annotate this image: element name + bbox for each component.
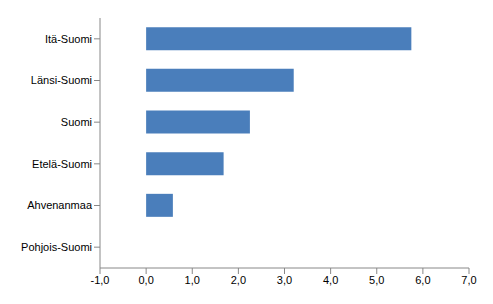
svg-text:5,0: 5,0: [369, 274, 384, 286]
svg-text:Itä-Suomi: Itä-Suomi: [45, 33, 92, 45]
svg-text:6,0: 6,0: [415, 274, 430, 286]
svg-text:Ahvenanmaa: Ahvenanmaa: [27, 199, 93, 211]
svg-text:0,0: 0,0: [138, 274, 153, 286]
svg-text:Länsi-Suomi: Länsi-Suomi: [31, 74, 92, 86]
svg-text:2,0: 2,0: [231, 274, 246, 286]
svg-text:-1,0: -1,0: [91, 274, 110, 286]
svg-text:Etelä-Suomi: Etelä-Suomi: [32, 158, 92, 170]
svg-text:7,0: 7,0: [461, 274, 476, 286]
svg-text:1,0: 1,0: [185, 274, 200, 286]
svg-text:4,0: 4,0: [323, 274, 338, 286]
svg-text:Suomi: Suomi: [61, 116, 92, 128]
svg-text:3,0: 3,0: [277, 274, 292, 286]
svg-text:Pohjois-Suomi: Pohjois-Suomi: [21, 241, 92, 253]
